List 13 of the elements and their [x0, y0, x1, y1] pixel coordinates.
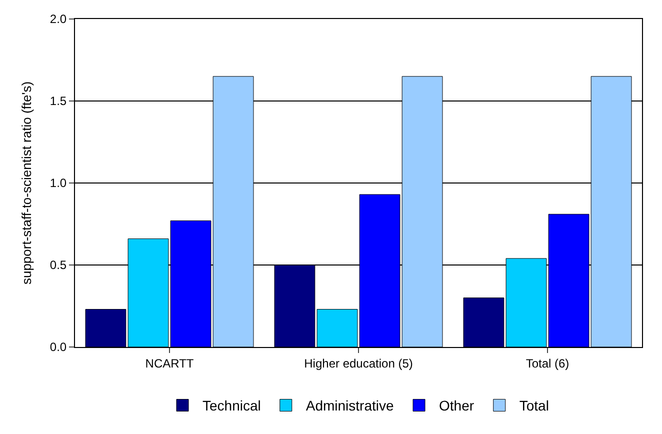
- y-tick-label: 0.0: [50, 340, 67, 354]
- x-tick-label: Total (6): [526, 356, 570, 370]
- y-tick-label: 2.0: [50, 12, 67, 26]
- legend-label: Administrative: [306, 398, 394, 414]
- y-tick-label: 1.0: [50, 176, 67, 190]
- legend-label: Other: [439, 398, 474, 414]
- y-axis-title: support-staff-to-scientist ratio (fte's): [18, 81, 34, 285]
- x-tick-label: NCARTT: [145, 356, 194, 370]
- x-tick-label: Higher education (5): [304, 356, 413, 370]
- legend-label: Total: [519, 398, 549, 414]
- y-tick-label: 1.5: [50, 94, 67, 108]
- y-tick-label: 0.5: [50, 258, 67, 272]
- legend-label: Technical: [202, 398, 261, 414]
